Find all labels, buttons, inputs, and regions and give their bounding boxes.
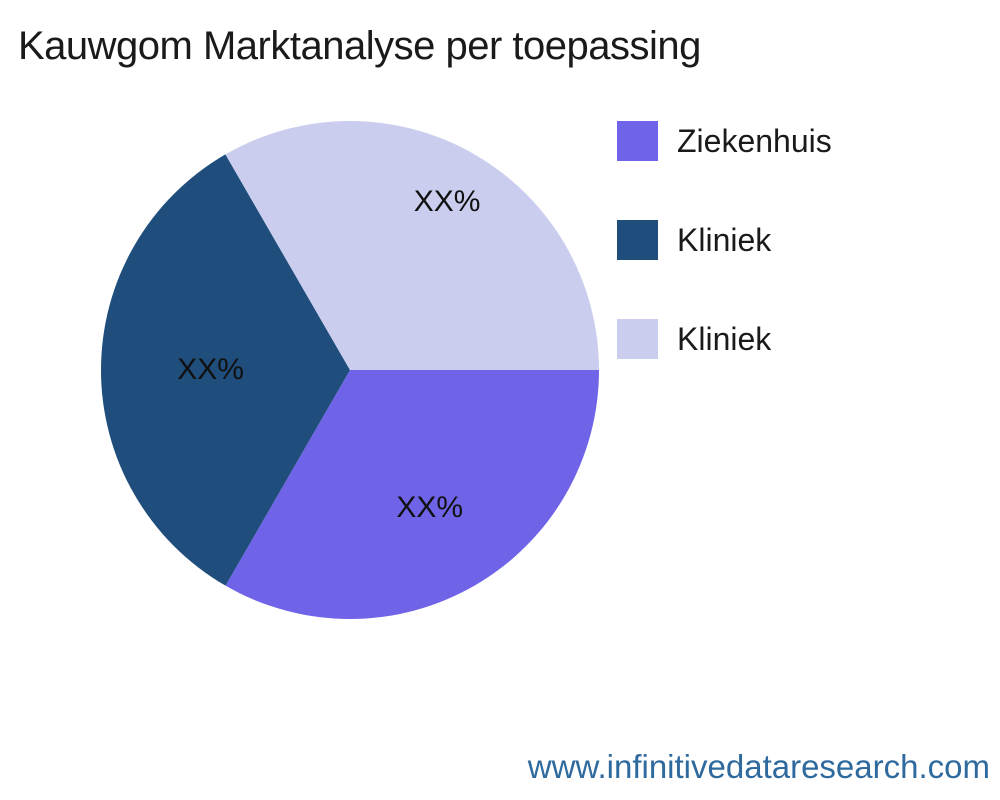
legend-swatch-kliniek-light	[617, 319, 658, 359]
pie-slice-kliniek-light	[225, 120, 599, 371]
legend: Ziekenhuis Kliniek Kliniek	[617, 121, 832, 359]
legend-item-kliniek-light: Kliniek	[617, 319, 832, 359]
page-title: Kauwgom Marktanalyse per toepassing	[18, 24, 701, 68]
pct-label-ziekenhuis: XX%	[396, 491, 464, 524]
legend-label-ziekenhuis: Ziekenhuis	[677, 122, 832, 159]
pie-slice-ziekenhuis	[225, 370, 600, 620]
pct-label-kliniek-dark: XX%	[177, 353, 244, 386]
footer-link[interactable]: www.infinitivedataresearch.com	[527, 748, 990, 785]
legend-item-kliniek-dark: Kliniek	[617, 220, 832, 260]
legend-label-kliniek-light: Kliniek	[677, 320, 772, 357]
legend-swatch-ziekenhuis	[617, 121, 658, 161]
legend-label-kliniek-dark: Kliniek	[677, 221, 772, 258]
pie-chart	[100, 120, 600, 620]
legend-swatch-kliniek-dark	[617, 220, 658, 260]
pct-label-kliniek-light: XX%	[413, 184, 481, 218]
legend-item-ziekenhuis: Ziekenhuis	[617, 121, 832, 161]
pie-slice-kliniek-dark	[100, 154, 350, 586]
